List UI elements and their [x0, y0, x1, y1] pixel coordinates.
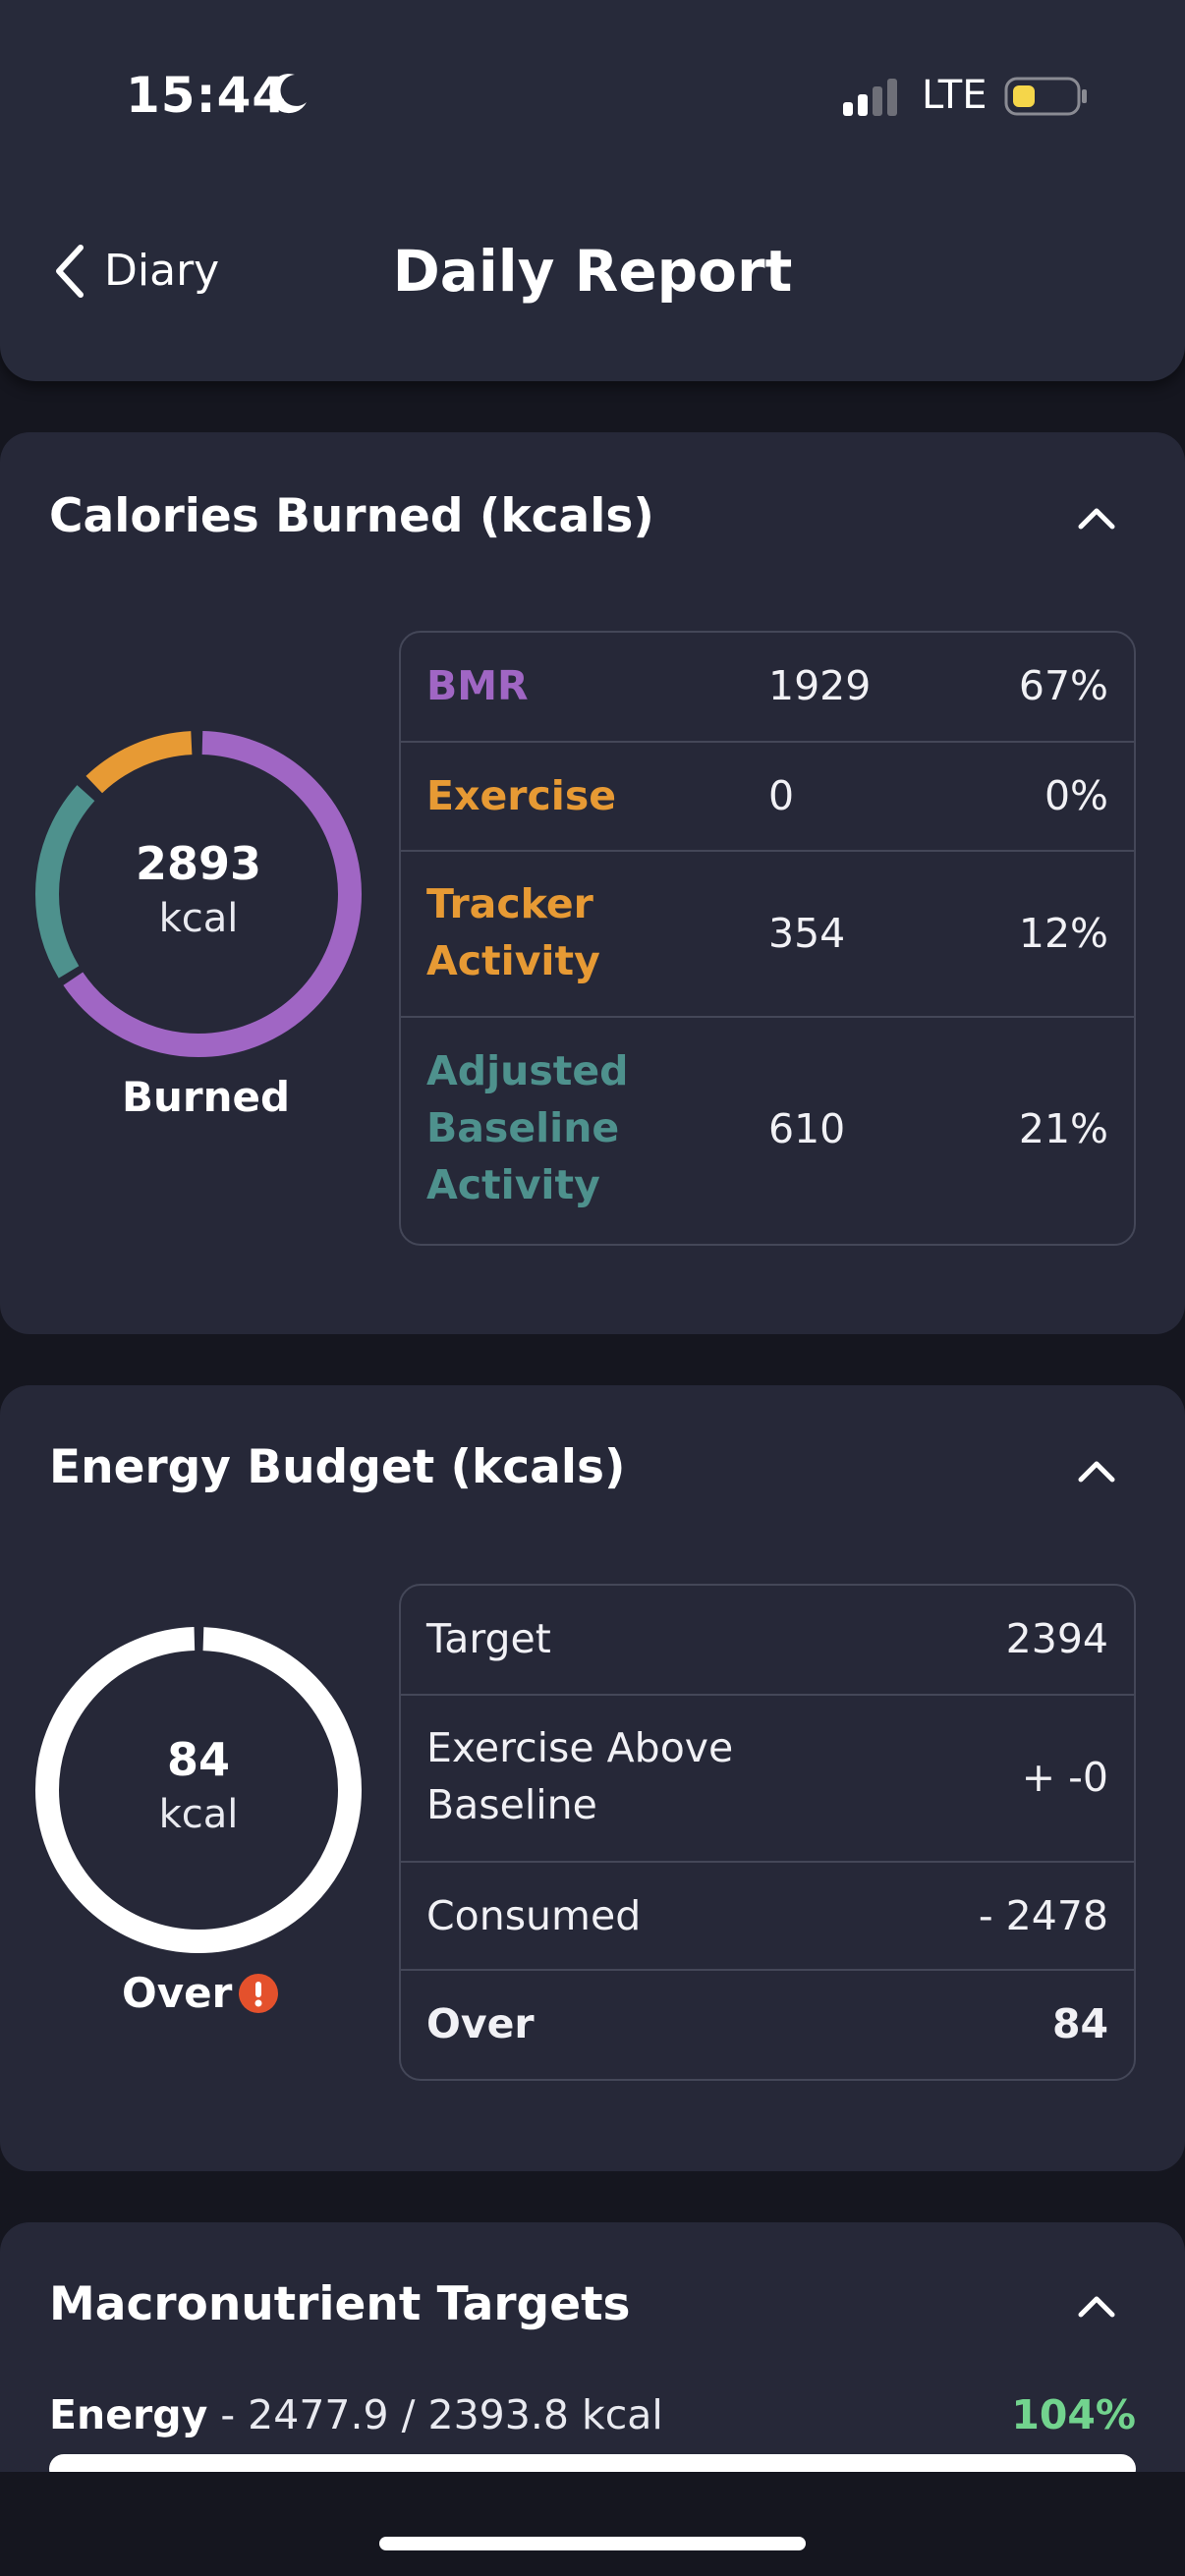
moon-icon	[269, 74, 307, 114]
table-row: Target 2394	[401, 1586, 1134, 1694]
energy-macro-row: Energy - 2477.9 / 2393.8 kcal	[49, 2391, 663, 2438]
row-value-bmr: 1929	[768, 662, 872, 709]
row-value-exercise: 0	[768, 772, 795, 819]
calories-burned-table: BMR 1929 67% Exercise 0 0% Tracker Activ…	[399, 631, 1136, 1246]
row-label-exercise-above-baseline: Exercise Above Baseline	[426, 1724, 734, 1828]
energy-macro-percent: 104%	[1011, 2391, 1136, 2438]
row-label-target: Target	[426, 1615, 551, 1662]
calories-burned-title[interactable]: Calories Burned (kcals)	[49, 489, 654, 543]
table-row: Tracker Activity 354 12%	[401, 850, 1134, 1016]
chevron-up-icon[interactable]	[1075, 503, 1118, 532]
home-indicator[interactable]	[379, 2537, 806, 2550]
bottom-area	[0, 2472, 1185, 2576]
row-percent-bmr: 67%	[1018, 662, 1108, 709]
energy-budget-card: Energy Budget (kcals) 84 kcal Over Targe…	[0, 1385, 1185, 2171]
back-button[interactable]: Diary	[104, 246, 220, 296]
signal-icon	[843, 79, 897, 116]
row-value-baseline: 610	[768, 1105, 846, 1152]
row-value-tracker: 354	[768, 910, 846, 957]
burned-donut-chart	[35, 731, 362, 1057]
table-row: BMR 1929 67%	[401, 633, 1134, 741]
macronutrient-title[interactable]: Macronutrient Targets	[49, 2277, 631, 2331]
energy-budget-donut-chart	[35, 1627, 362, 1953]
page-title: Daily Report	[392, 238, 793, 305]
top-header: 15:44 LTE Diary Daily Report	[0, 0, 1185, 381]
row-label-bmr: BMR	[426, 662, 529, 709]
row-label-tracker: Tracker Activity	[426, 880, 600, 984]
chevron-up-icon[interactable]	[1075, 2291, 1118, 2321]
row-percent-exercise: 0%	[1044, 772, 1108, 819]
table-row: Consumed - 2478	[401, 1861, 1134, 1969]
row-value-target: 2394	[1005, 1615, 1108, 1662]
energy-budget-table: Target 2394 Exercise Above Baseline + -0…	[399, 1584, 1136, 2081]
back-chevron-icon[interactable]	[51, 242, 86, 301]
baseline-arc	[35, 731, 362, 1057]
table-row: Over 84	[401, 1969, 1134, 2079]
row-label-consumed: Consumed	[426, 1892, 642, 1939]
energy-over-caption: Over	[122, 1969, 233, 2017]
row-label-baseline: Adjusted Baseline Activity	[426, 1047, 629, 1208]
row-value-over: 84	[1051, 2000, 1108, 2047]
row-label-exercise: Exercise	[426, 772, 617, 819]
bmr-arc	[35, 731, 362, 1057]
table-row: Exercise Above Baseline + -0	[401, 1694, 1134, 1861]
energy-macro-detail: - 2477.9 / 2393.8 kcal	[207, 2391, 663, 2438]
row-value-consumed: - 2478	[978, 1892, 1108, 1939]
row-label-over: Over	[426, 2000, 535, 2047]
burned-total-value: 2893	[135, 837, 262, 890]
network-label: LTE	[922, 73, 988, 118]
warning-icon[interactable]	[238, 1973, 279, 2014]
energy-over-value: 84	[166, 1733, 230, 1786]
burned-total-unit: kcal	[158, 896, 239, 941]
battery-icon	[1004, 77, 1087, 116]
table-row: Adjusted Baseline Activity 610 21%	[401, 1016, 1134, 1240]
energy-over-unit: kcal	[158, 1792, 239, 1837]
energy-macro-label: Energy	[49, 2391, 208, 2438]
energy-budget-title[interactable]: Energy Budget (kcals)	[49, 1440, 626, 1494]
row-percent-tracker: 12%	[1018, 910, 1108, 957]
row-percent-baseline: 21%	[1018, 1105, 1108, 1152]
chevron-up-icon[interactable]	[1075, 1456, 1118, 1485]
table-row: Exercise 0 0%	[401, 741, 1134, 850]
burned-caption: Burned	[122, 1073, 291, 1121]
row-value-exercise-above-baseline: + -0	[1021, 1754, 1108, 1801]
calories-burned-card: Calories Burned (kcals) 2893 kcal Burned…	[0, 432, 1185, 1334]
status-time: 15:44	[126, 67, 288, 124]
